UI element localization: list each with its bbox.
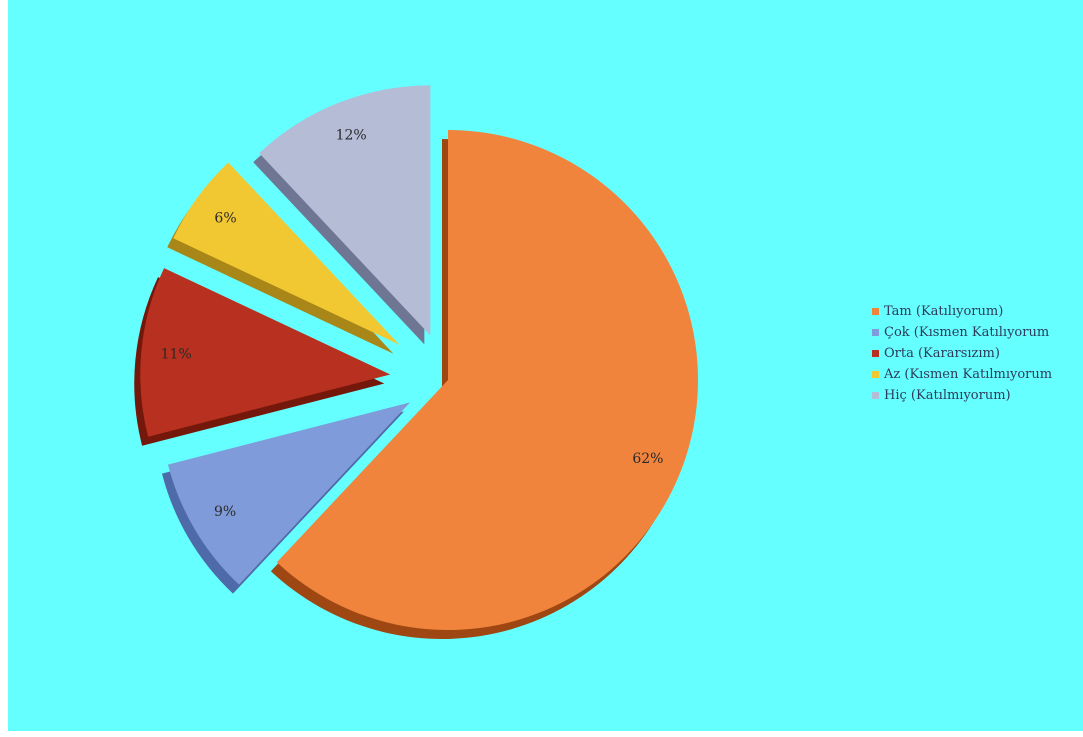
data-label-tam: 62%: [632, 451, 663, 467]
legend-swatch-az: [872, 371, 879, 378]
legend-swatch-orta: [872, 350, 879, 357]
legend-item-tam: Tam (Katılıyorum): [872, 301, 1083, 322]
pie-slice-orta: [140, 268, 391, 437]
legend-swatch-tam: [872, 308, 879, 315]
pie-data-labels: 62% 9% 11% 6% 12%: [161, 127, 664, 519]
pie-slice-hic: [259, 85, 431, 336]
data-label-hic: 12%: [336, 127, 367, 143]
data-label-orta: 11%: [161, 346, 192, 362]
data-label-az: 6%: [214, 210, 236, 226]
pie-slices: [134, 85, 698, 639]
legend-label-hic: Hiç (Katılmıyorum): [884, 388, 1011, 403]
legend-item-az: Az (Kısmen Katılmıyorum: [872, 364, 1083, 385]
legend-item-orta: Orta (Kararsızım): [872, 343, 1083, 364]
pie-slice-az: [173, 162, 400, 345]
data-label-cok: 9%: [214, 504, 236, 520]
legend-label-az: Az (Kısmen Katılmıyorum: [884, 367, 1053, 382]
legend-item-hic: Hiç (Katılmıyorum): [872, 385, 1083, 406]
legend-swatch-cok: [872, 329, 879, 336]
pie-slice-cok: [167, 402, 411, 585]
legend: Tam (Katılıyorum) Çok (Kısmen Katılıyorum…: [872, 301, 1083, 406]
pie-slice-tam: [276, 130, 698, 630]
legend-item-cok: Çok (Kısmen Katılıyorum: [872, 322, 1083, 343]
legend-label-cok: Çok (Kısmen Katılıyorum: [884, 325, 1050, 340]
legend-label-orta: Orta (Kararsızım): [884, 346, 1000, 361]
legend-label-tam: Tam (Katılıyorum): [884, 304, 1004, 319]
legend-swatch-hic: [872, 392, 879, 399]
